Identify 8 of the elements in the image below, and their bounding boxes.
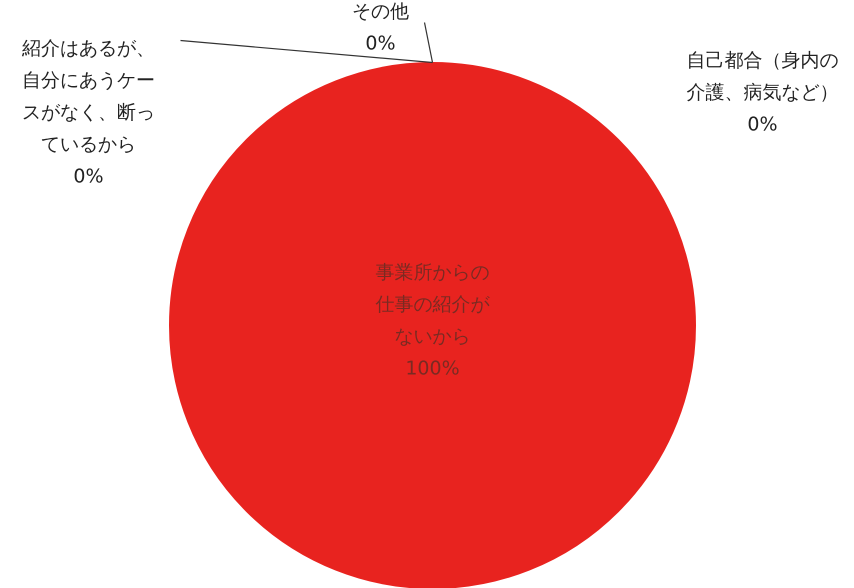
text: 0% <box>747 113 778 136</box>
category-label: 紹介はあるが、自分にあうケースがなく、断っているから <box>22 38 155 156</box>
text: 0% <box>73 165 104 188</box>
slice-label: 事業所からの仕事の紹介がないから <box>374 262 490 348</box>
text: 0% <box>365 32 396 54</box>
category-label: 自己都合（身内の介護、病気など） <box>686 50 838 104</box>
category-label: その他 <box>352 0 409 23</box>
data-label: 100% <box>405 357 460 380</box>
